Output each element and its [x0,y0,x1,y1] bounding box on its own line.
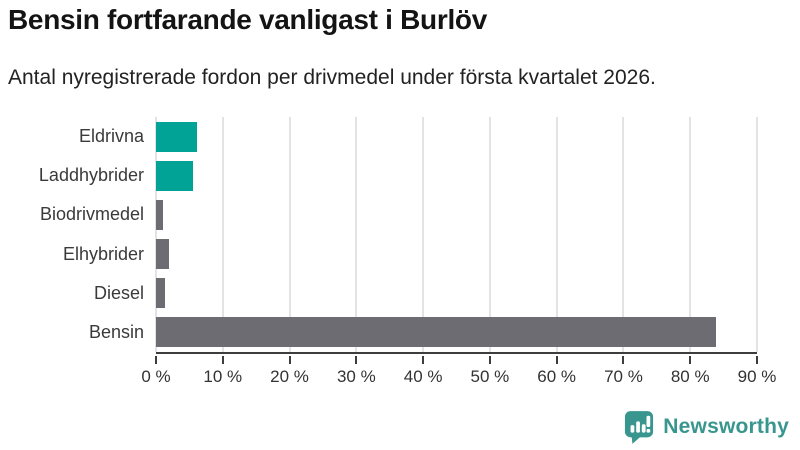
category-label: Elhybrider [62,243,144,264]
x-axis-tick-mark [756,356,758,364]
bar [156,121,197,152]
x-axis-tick-label: 80 % [670,367,710,386]
x-axis-tick-label: 50 % [470,367,510,386]
x-axis-tick-label: 0 % [141,367,171,386]
x-axis-tick-label: 30 % [336,367,376,386]
gridline [555,117,558,352]
gridline [622,117,625,352]
chart-title: Bensin fortfarande vanligast i Burlöv [8,4,487,35]
gridline [422,117,425,352]
x-axis-tick-mark [555,356,558,364]
x-axis-tick-label: 40 % [403,367,443,386]
newsworthy-logo: Newsworthy [624,410,789,444]
gridline [689,117,692,352]
newsworthy-chart-bubble-icon [625,411,654,444]
x-axis-tick-label: 70 % [604,367,643,386]
x-axis-tick-mark [689,356,692,364]
x-axis-tick-mark [288,356,291,364]
x-axis-tick-label: 20 % [270,367,309,386]
x-axis-tick-mark [221,356,224,364]
chart-subtitle: Antal nyregistrerade fordon per drivmede… [8,66,656,89]
x-axis-tick-label: 90 % [737,367,777,386]
newsworthy-logo-text: Newsworthy [663,415,789,438]
bar-row: Eldrivna [79,117,757,156]
x-axis-tick-mark [355,356,358,364]
bar [156,160,194,191]
x-axis-tick-mark [422,356,425,364]
gridline [488,117,491,352]
x-axis-tick-label: 10 % [203,367,243,386]
x-axis-tick-mark [155,356,157,364]
bar-row: Bensin [89,313,757,352]
bar [156,199,164,230]
bar-row: Diesel [94,274,757,313]
x-axis: 0 % 10 % 20 % 30 % 40 % 50 % 60 % 70 % 80 % 90 % [141,356,776,392]
bar [156,317,717,348]
bar [156,278,166,309]
gridline [288,117,291,352]
category-label: Diesel [93,282,144,303]
category-label: Bensin [88,321,144,342]
gridline [355,117,358,352]
bar [156,239,170,270]
bar-chart-plot-area: Eldrivna Laddhybrider Biodrivmedel Elhybrid… [39,117,758,354]
bar-row: Elhybrider [63,235,757,274]
gridline [155,117,157,352]
gridlines [155,117,758,352]
gridline [221,117,224,352]
gridline [756,117,758,352]
bar-rows: Eldrivna Laddhybrider Biodrivmedel Elhybrid… [39,117,757,352]
x-axis-tick-mark [488,356,491,364]
bar-row: Laddhybrider [39,156,757,195]
category-label: Biodrivmedel [39,204,144,225]
bar-row: Biodrivmedel [40,195,757,234]
x-axis-tick-label: 60 % [537,367,577,386]
category-label: Eldrivna [78,126,144,147]
category-label: Laddhybrider [38,165,144,186]
x-axis-tick-mark [622,356,625,364]
